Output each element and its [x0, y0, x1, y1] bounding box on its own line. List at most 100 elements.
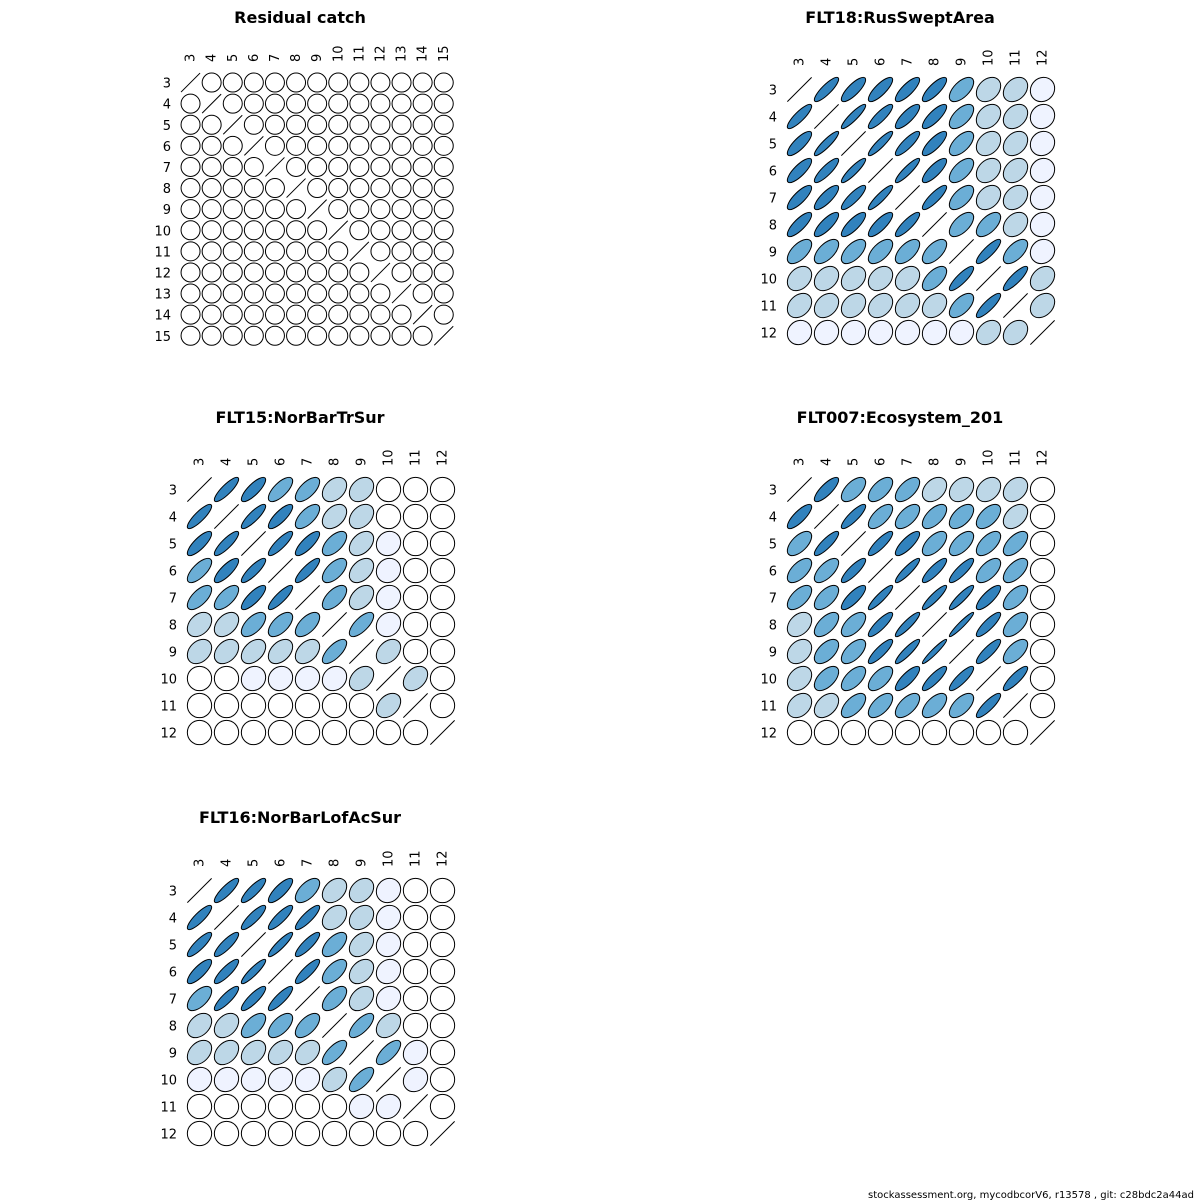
correlation-ellipse	[186, 1120, 213, 1147]
correlation-ellipse	[867, 584, 894, 611]
correlation-ellipse	[243, 72, 264, 93]
correlation-ellipse	[412, 114, 433, 135]
correlation-ellipse	[1029, 184, 1056, 211]
correlation-ellipse	[375, 557, 402, 584]
correlation-ellipse	[813, 319, 840, 346]
correlation-ellipse	[813, 557, 840, 584]
correlation-ellipse	[813, 157, 840, 184]
correlation-ellipse	[370, 241, 391, 262]
column-label: 4	[820, 58, 835, 66]
diagonal-mark	[244, 136, 264, 156]
correlation-ellipse	[921, 557, 948, 584]
column-label: 9	[355, 859, 370, 867]
correlation-ellipse	[1002, 503, 1029, 530]
correlation-ellipse	[267, 1066, 294, 1093]
correlation-ellipse	[402, 557, 429, 584]
correlation-ellipse	[402, 985, 429, 1012]
column-label: 5	[247, 458, 262, 466]
correlation-ellipse	[840, 584, 867, 611]
correlation-ellipse	[840, 265, 867, 292]
correlation-ellipse	[222, 262, 243, 283]
correlation-ellipse	[1002, 611, 1029, 638]
correlation-ellipse	[391, 262, 412, 283]
row-label: 12	[160, 1128, 177, 1143]
correlation-ellipse	[267, 584, 294, 611]
correlation-ellipse	[402, 877, 429, 904]
correlation-ellipse	[840, 319, 867, 346]
correlation-ellipse	[321, 985, 348, 1012]
correlation-ellipse	[433, 241, 454, 262]
correlation-ellipse	[201, 304, 222, 325]
correlation-ellipse	[349, 325, 370, 346]
correlation-ellipse	[264, 262, 285, 283]
correlation-ellipse	[294, 665, 321, 692]
correlation-ellipse	[867, 476, 894, 503]
correlation-ellipse	[328, 156, 349, 177]
diagonal-mark	[429, 719, 456, 746]
correlation-ellipse	[349, 199, 370, 220]
column-label: 6	[874, 58, 889, 66]
correlation-ellipse	[294, 931, 321, 958]
correlation-ellipse	[243, 114, 264, 135]
row-label: 9	[169, 1047, 177, 1062]
correlation-ellipse	[213, 719, 240, 746]
correlation-ellipse	[348, 476, 375, 503]
correlation-ellipse	[213, 638, 240, 665]
column-label: 8	[928, 458, 943, 466]
correlation-ellipse	[402, 476, 429, 503]
correlation-ellipse	[975, 584, 1002, 611]
diagonal-mark	[840, 530, 867, 557]
correlation-ellipse	[1029, 530, 1056, 557]
correlation-ellipse	[786, 265, 813, 292]
row-label: 8	[169, 619, 177, 634]
correlation-ellipse	[267, 665, 294, 692]
correlation-ellipse	[267, 503, 294, 530]
correlation-ellipse	[370, 93, 391, 114]
correlation-ellipse	[240, 638, 267, 665]
diagonal-mark	[321, 611, 348, 638]
correlation-ellipse	[867, 103, 894, 130]
row-label: 6	[169, 966, 177, 981]
correlation-ellipse	[294, 877, 321, 904]
correlation-ellipse	[867, 265, 894, 292]
correlation-ellipse	[1029, 103, 1056, 130]
correlation-ellipse	[307, 325, 328, 346]
diagonal-mark	[267, 958, 294, 985]
correlation-ellipse	[348, 719, 375, 746]
correlation-ellipse	[391, 304, 412, 325]
correlation-ellipse	[402, 931, 429, 958]
row-label: 12	[154, 266, 171, 281]
correlation-ellipse	[429, 985, 456, 1012]
diagonal-mark	[375, 1066, 402, 1093]
correlation-ellipse	[391, 114, 412, 135]
row-label: 14	[154, 309, 171, 324]
correlation-ellipse	[294, 557, 321, 584]
correlation-ellipse	[180, 135, 201, 156]
column-label: 5	[847, 458, 862, 466]
correlation-ellipse	[429, 1066, 456, 1093]
correlation-ellipse	[264, 304, 285, 325]
correlation-ellipse	[975, 292, 1002, 319]
row-label: 4	[169, 912, 177, 927]
correlation-ellipse	[349, 220, 370, 241]
row-label: 15	[154, 330, 171, 345]
correlation-ellipse	[1002, 157, 1029, 184]
correlation-ellipse	[391, 156, 412, 177]
correlation-ellipse	[948, 692, 975, 719]
correlation-ellipse	[267, 638, 294, 665]
diagonal-mark	[948, 638, 975, 665]
correlation-ellipse	[321, 958, 348, 985]
correlation-ellipse	[267, 1093, 294, 1120]
correlation-ellipse	[186, 611, 213, 638]
correlation-ellipse	[429, 1093, 456, 1120]
correlation-ellipse	[894, 76, 921, 103]
correlation-ellipse	[286, 199, 307, 220]
row-label: 7	[769, 592, 777, 607]
correlation-ellipse	[402, 503, 429, 530]
correlation-ellipse	[429, 557, 456, 584]
correlation-ellipse	[294, 692, 321, 719]
diagonal-mark	[894, 184, 921, 211]
correlation-ellipse	[375, 719, 402, 746]
correlation-ellipse	[402, 530, 429, 557]
correlation-ellipse	[286, 262, 307, 283]
